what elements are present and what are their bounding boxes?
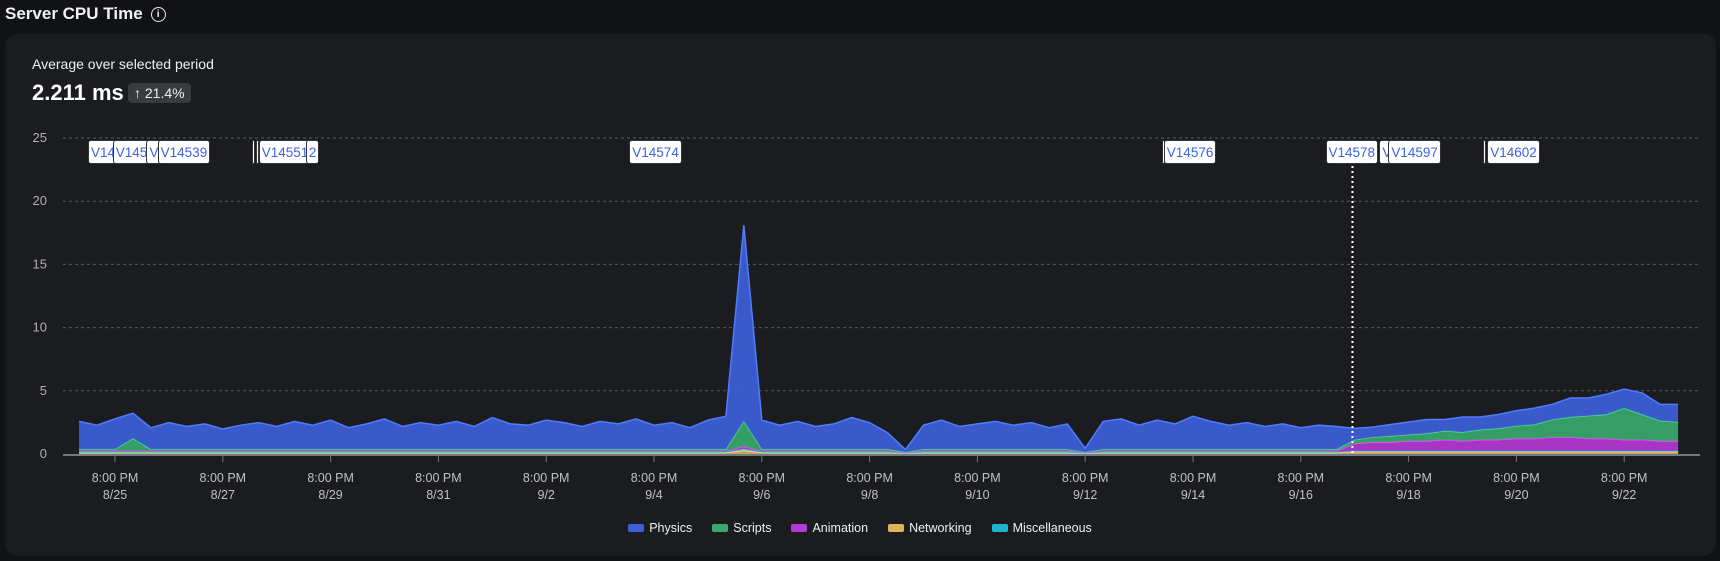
x-tick-time: 8:00 PM (200, 471, 247, 485)
release-marker[interactable] (251, 140, 255, 164)
line-physics (78, 225, 1679, 451)
legend-swatch (888, 524, 905, 532)
x-tick-time: 8:00 PM (1493, 471, 1540, 485)
y-tick-label: 10 (33, 320, 47, 335)
area-physics (79, 225, 1679, 453)
x-tick-date: 9/16 (1289, 488, 1313, 502)
release-marker[interactable]: V14602 (1487, 140, 1540, 164)
x-tick-time: 8:00 PM (307, 471, 354, 485)
legend-label: Miscellaneous (1012, 521, 1092, 535)
legend-item-networking[interactable]: Networking (888, 521, 972, 535)
legend-label: Networking (909, 521, 972, 535)
info-icon[interactable]: i (150, 6, 166, 22)
average-label: Average over selected period (32, 56, 214, 72)
x-tick-date: 8/25 (103, 488, 127, 502)
x-tick-time: 8:00 PM (846, 471, 893, 485)
x-tick-date: 8/29 (318, 488, 342, 502)
x-tick-date: 9/6 (753, 488, 770, 502)
x-tick-date: 8/27 (211, 488, 235, 502)
x-tick-time: 8:00 PM (1385, 471, 1432, 485)
chart-legend: Physics Scripts Animation Networking Miscell… (0, 521, 1720, 535)
legend-item-physics[interactable]: Physics (628, 521, 692, 535)
legend-item-miscellaneous[interactable]: Miscellaneous (991, 521, 1092, 535)
title-text: Server CPU Time (5, 4, 143, 23)
x-tick-date: 9/18 (1396, 488, 1420, 502)
x-tick-date: 9/2 (538, 488, 555, 502)
x-tick-time: 8:00 PM (523, 471, 570, 485)
x-tick-time: 8:00 PM (415, 471, 462, 485)
line-animation (79, 436, 1679, 454)
x-tick-date: 8/31 (426, 488, 450, 502)
y-tick-label: 0 (40, 446, 47, 461)
legend-label: Scripts (733, 521, 772, 535)
x-tick-date: 9/8 (861, 488, 878, 502)
legend-swatch (628, 524, 645, 532)
x-tick-date: 9/20 (1504, 488, 1528, 502)
x-tick-date: 9/22 (1612, 488, 1636, 502)
change-value: 21.4% (144, 85, 185, 101)
x-tick-date: 9/14 (1181, 488, 1205, 502)
y-tick-label: 25 (33, 130, 47, 145)
y-tick-label: 15 (33, 256, 47, 271)
release-marker[interactable]: V14574 (629, 140, 682, 164)
y-tick-label: 20 (33, 193, 47, 208)
legend-label: Animation (812, 521, 869, 535)
release-marker[interactable]: V14597 (1388, 140, 1441, 164)
chart-card (5, 34, 1716, 556)
y-tick-label: 5 (40, 383, 47, 398)
release-marker[interactable]: V14576 (1163, 140, 1217, 164)
release-marker[interactable] (1482, 140, 1486, 164)
arrow-up-icon: ↑ (134, 85, 141, 101)
x-tick-date: 9/10 (965, 488, 989, 502)
x-tick-time: 8:00 PM (1062, 471, 1109, 485)
release-marker[interactable]: V14551 (258, 140, 312, 164)
x-tick-time: 8:00 PM (954, 471, 1001, 485)
legend-swatch (791, 524, 808, 532)
x-tick-date: 9/12 (1073, 488, 1097, 502)
release-marker[interactable]: V14539 (157, 140, 211, 164)
x-tick-date: 9/4 (645, 488, 662, 502)
release-marker[interactable]: V145 (112, 140, 151, 164)
legend-item-scripts[interactable]: Scripts (712, 521, 771, 535)
x-tick-time: 8:00 PM (92, 471, 139, 485)
x-tick-time: 8:00 PM (631, 471, 678, 485)
line-scripts (79, 407, 1679, 453)
legend-swatch (991, 524, 1008, 532)
legend-label: Physics (649, 521, 693, 535)
x-tick-time: 8:00 PM (1601, 471, 1648, 485)
panel-title: Server CPU Time i (5, 4, 166, 24)
legend-item-animation[interactable]: Animation (791, 521, 868, 535)
x-tick-time: 8:00 PM (739, 471, 786, 485)
release-marker[interactable]: 2 (305, 140, 320, 164)
release-marker[interactable]: V14578 (1325, 140, 1379, 164)
legend-swatch (712, 524, 729, 532)
x-tick-time: 8:00 PM (1278, 471, 1325, 485)
x-tick-time: 8:00 PM (1170, 471, 1217, 485)
average-value: 2.211 ms (32, 80, 124, 105)
change-badge: ↑ 21.4% (128, 83, 191, 103)
